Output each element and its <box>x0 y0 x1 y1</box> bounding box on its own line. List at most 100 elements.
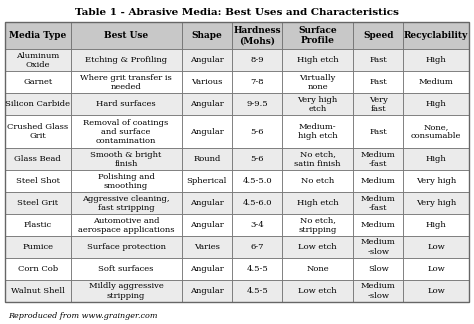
Bar <box>353 192 403 214</box>
Text: Steel Grit: Steel Grit <box>17 199 58 207</box>
Text: Angular: Angular <box>190 199 224 207</box>
Text: 7-8: 7-8 <box>250 78 264 87</box>
Bar <box>5 148 71 170</box>
Text: Fast: Fast <box>369 56 387 64</box>
Bar <box>71 93 182 115</box>
Text: Medium: Medium <box>419 78 454 87</box>
Bar <box>71 50 182 71</box>
Bar <box>283 258 353 280</box>
Bar <box>403 170 469 192</box>
Bar <box>403 280 469 302</box>
Bar <box>353 280 403 302</box>
Bar <box>5 22 71 50</box>
Text: Very high: Very high <box>416 199 456 207</box>
Bar <box>232 22 283 50</box>
Bar <box>5 214 71 236</box>
Bar <box>232 258 283 280</box>
Bar <box>403 22 469 50</box>
Text: Garnet: Garnet <box>23 78 53 87</box>
Text: Surface protection: Surface protection <box>87 243 165 251</box>
Bar <box>182 22 232 50</box>
Bar <box>71 192 182 214</box>
Bar <box>5 258 71 280</box>
Text: Angular: Angular <box>190 221 224 229</box>
Bar <box>182 50 232 71</box>
Bar <box>283 71 353 93</box>
Bar <box>71 214 182 236</box>
Text: Polishing and
smoothing: Polishing and smoothing <box>98 173 155 190</box>
Bar <box>353 148 403 170</box>
Bar <box>232 236 283 258</box>
Text: Low etch: Low etch <box>299 287 337 295</box>
Text: Slow: Slow <box>368 265 389 273</box>
Text: Angular: Angular <box>190 287 224 295</box>
Text: Various: Various <box>191 78 222 87</box>
Text: Medium: Medium <box>361 177 396 185</box>
Text: Very
fast: Very fast <box>369 96 388 113</box>
Bar <box>232 280 283 302</box>
Text: Pumice: Pumice <box>22 243 53 251</box>
Bar <box>232 170 283 192</box>
Text: 4.5-5: 4.5-5 <box>246 265 268 273</box>
Text: 5-6: 5-6 <box>250 155 264 163</box>
Text: Hardness
(Mohs): Hardness (Mohs) <box>233 26 281 45</box>
Bar <box>5 93 71 115</box>
Bar <box>182 148 232 170</box>
Text: Aggressive cleaning,
fast stripping: Aggressive cleaning, fast stripping <box>82 195 170 212</box>
Text: Varies: Varies <box>194 243 219 251</box>
Text: 8-9: 8-9 <box>250 56 264 64</box>
Text: Silicon Carbide: Silicon Carbide <box>5 100 70 108</box>
Bar <box>5 280 71 302</box>
Bar <box>353 93 403 115</box>
Text: Medium
-fast: Medium -fast <box>361 151 396 168</box>
Text: Smooth & bright
finish: Smooth & bright finish <box>91 151 162 168</box>
Bar <box>403 50 469 71</box>
Bar <box>232 93 283 115</box>
Text: None: None <box>306 265 329 273</box>
Text: High: High <box>426 100 447 108</box>
Bar <box>403 71 469 93</box>
Text: 6-7: 6-7 <box>250 243 264 251</box>
Text: No etch,
satin finish: No etch, satin finish <box>294 151 341 168</box>
Text: Removal of coatings
and surface
contamination: Removal of coatings and surface contamin… <box>83 119 169 145</box>
Text: Fast: Fast <box>369 78 387 87</box>
Bar <box>182 236 232 258</box>
Text: Reproduced from www.grainger.com: Reproduced from www.grainger.com <box>8 312 157 320</box>
Text: Spherical: Spherical <box>187 177 227 185</box>
Text: Crushed Glass
Grit: Crushed Glass Grit <box>7 123 68 140</box>
Text: Angular: Angular <box>190 56 224 64</box>
Text: Low: Low <box>428 243 445 251</box>
Bar <box>353 115 403 148</box>
Bar <box>5 192 71 214</box>
Text: Hard surfaces: Hard surfaces <box>96 100 156 108</box>
Bar <box>182 71 232 93</box>
Text: Angular: Angular <box>190 100 224 108</box>
Text: Best Use: Best Use <box>104 31 148 40</box>
Text: High etch: High etch <box>297 199 338 207</box>
Text: Fast: Fast <box>369 128 387 136</box>
Text: Where grit transfer is
needed: Where grit transfer is needed <box>80 74 172 91</box>
Bar <box>232 115 283 148</box>
Bar <box>182 192 232 214</box>
Bar <box>5 170 71 192</box>
Text: Low: Low <box>428 265 445 273</box>
Text: Steel Shot: Steel Shot <box>16 177 60 185</box>
Bar <box>353 236 403 258</box>
Text: Medium: Medium <box>361 221 396 229</box>
Text: Medium
-fast: Medium -fast <box>361 195 396 212</box>
Text: Low etch: Low etch <box>299 243 337 251</box>
Bar <box>5 22 469 302</box>
Text: Plastic: Plastic <box>24 221 52 229</box>
Bar <box>232 71 283 93</box>
Text: Angular: Angular <box>190 265 224 273</box>
Bar <box>5 236 71 258</box>
Text: 4.5-6.0: 4.5-6.0 <box>242 199 272 207</box>
Text: Walnut Shell: Walnut Shell <box>11 287 65 295</box>
Text: 5-6: 5-6 <box>250 128 264 136</box>
Bar <box>353 170 403 192</box>
Bar <box>5 115 71 148</box>
Bar <box>283 50 353 71</box>
Text: High: High <box>426 56 447 64</box>
Bar <box>283 170 353 192</box>
Bar <box>283 192 353 214</box>
